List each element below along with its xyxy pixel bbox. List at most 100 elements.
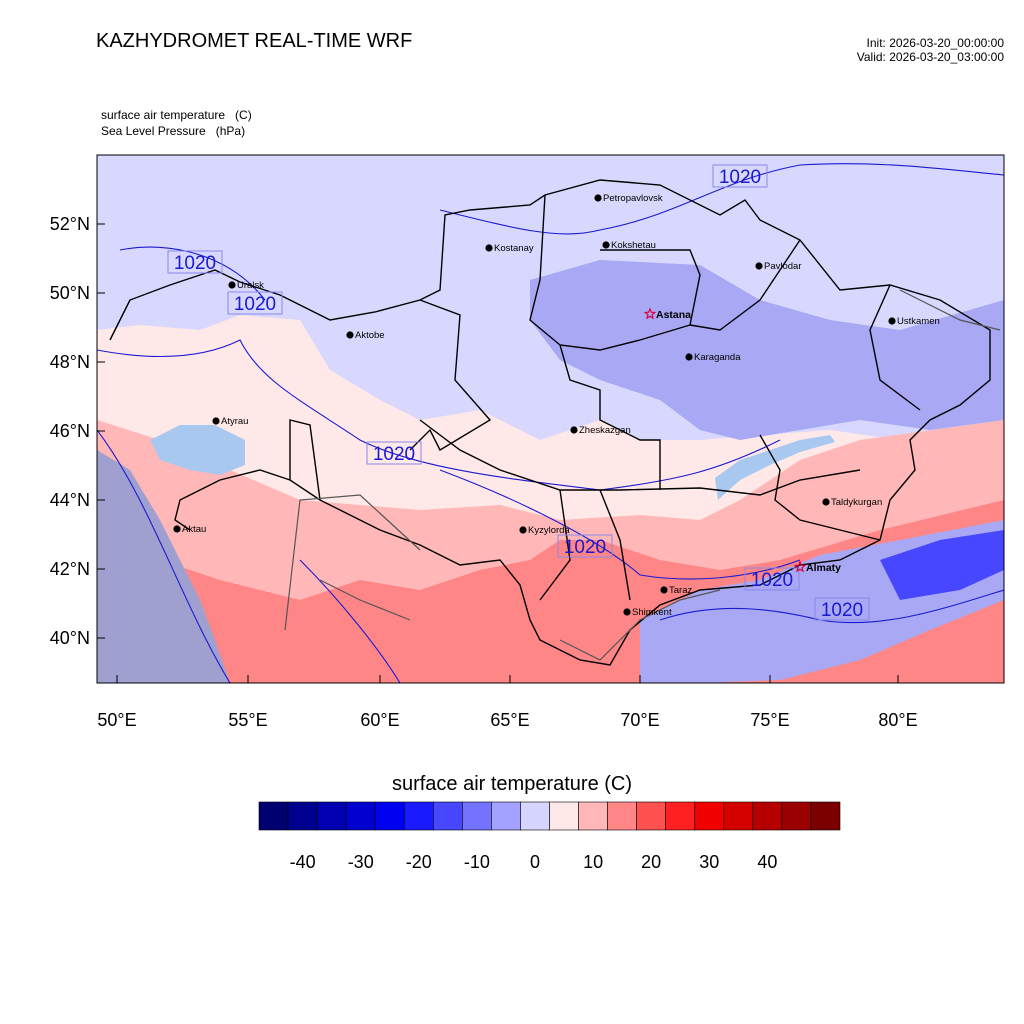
- capital-star-icon: [643, 307, 657, 320]
- city-label: Atyrau: [221, 416, 248, 427]
- neighbor-border: [284, 494, 421, 631]
- colorbar-tick-label: -20: [406, 852, 432, 872]
- isobar-label-box: [366, 441, 422, 465]
- colorbar-swatch: [374, 801, 405, 831]
- city-label: Zheskazgan: [579, 425, 631, 436]
- admin-borders: [109, 179, 991, 666]
- caspian-sea: [97, 450, 230, 683]
- city-dot-icon: [570, 426, 578, 434]
- cold-peaks: [880, 530, 1004, 600]
- colorbar-swatch: [607, 801, 637, 831]
- country-border: [109, 179, 991, 666]
- colorbar-swatch: [723, 801, 754, 831]
- colorbar-tick-labels: -40 -30 -20 -10 0 10 20 30 40: [290, 852, 778, 872]
- lon-label: 60°E: [360, 710, 399, 730]
- valid-time: Valid: 2026-03-20_03:00:00: [856, 50, 1004, 64]
- colorbar-swatch: [752, 801, 783, 831]
- colorbar-swatch: [694, 801, 725, 831]
- colorbar-swatch: [287, 801, 318, 831]
- city-dot-icon: [594, 194, 602, 202]
- lat-label: 46°N: [50, 421, 90, 441]
- latitude-labels: 52°N 50°N 48°N 46°N 44°N 42°N 40°N: [50, 214, 90, 648]
- colorbar-swatch: [578, 801, 608, 831]
- city-label: Aktobe: [355, 330, 385, 341]
- colorbar-swatch: [491, 801, 521, 831]
- capital-star-icon: [793, 560, 807, 573]
- region-border: [759, 434, 881, 541]
- city-label: Taldykurgan: [831, 497, 882, 508]
- city-label: Pavlodar: [764, 261, 802, 272]
- neighbor-border: [899, 289, 1001, 331]
- region-border: [869, 284, 921, 411]
- city-label: Uralsk: [237, 280, 264, 291]
- axis-ticks: [97, 223, 899, 683]
- isobar-label-box: [227, 291, 283, 315]
- city-label: Kyzylorda: [528, 525, 570, 536]
- city-label: Ustkamen: [897, 316, 940, 327]
- region-border: [529, 194, 701, 351]
- isobar-label: 1020: [234, 294, 276, 315]
- run-info: Init: 2026-03-20_00:00:00 Valid: 2026-03…: [857, 36, 1004, 64]
- region-border: [409, 299, 492, 451]
- neighbor-border: [319, 579, 411, 621]
- lon-label: 55°E: [228, 710, 267, 730]
- colorbar-swatch: [345, 801, 376, 831]
- city-label: Almaty: [806, 562, 841, 574]
- city-dot-icon: [660, 586, 668, 594]
- region-border: [689, 239, 801, 331]
- colorbar: [258, 801, 841, 831]
- city-dot-icon: [485, 244, 493, 252]
- city-label: Karaganda: [694, 352, 741, 363]
- primary-field-label: surface air temperature (C): [101, 108, 252, 122]
- region-border: [539, 489, 571, 601]
- city-label: Petropavlovsk: [603, 193, 663, 204]
- colorbar-swatch: [636, 801, 667, 831]
- longitude-labels: 50°E 55°E 60°E 65°E 70°E 75°E 80°E: [97, 710, 917, 730]
- isobar-label-box: [557, 534, 613, 558]
- city-dot-icon: [755, 262, 763, 270]
- region-border: [559, 344, 661, 490]
- region-border: [419, 419, 861, 496]
- isobar-label: 1020: [821, 600, 863, 621]
- plot-frame: [96, 154, 1005, 684]
- city-dot-icon: [623, 608, 631, 616]
- city-dot-icon: [685, 353, 693, 361]
- colorbar-tick-label: 20: [641, 852, 661, 872]
- colorbar-swatch: [810, 801, 841, 831]
- lat-label: 48°N: [50, 352, 90, 372]
- region-border: [599, 489, 631, 601]
- northern-caspian: [150, 425, 245, 475]
- city-dot-icon: [602, 241, 610, 249]
- init-time: Init: 2026-03-20_00:00:00: [866, 36, 1004, 50]
- colorbar-tick-label: 10: [583, 852, 603, 872]
- lon-label: 80°E: [878, 710, 917, 730]
- lon-label: 75°E: [750, 710, 789, 730]
- lat-label: 44°N: [50, 490, 90, 510]
- colorbar-title: surface air temperature (C): [391, 773, 633, 795]
- city-dot-icon: [173, 525, 181, 533]
- isobar-line: [439, 469, 801, 580]
- city-label: Shimkent: [632, 607, 672, 618]
- isobar-line: [97, 429, 231, 683]
- colorbar-swatch: [403, 801, 434, 831]
- colorbar-swatch: [258, 801, 289, 831]
- city-dot-icon: [228, 281, 236, 289]
- isobar-label: 1020: [174, 253, 216, 274]
- city-label: Kokshetau: [611, 240, 656, 251]
- map-title: KAZHYDROMET REAL-TIME WRF: [96, 30, 413, 52]
- colorbar-tick-label: 30: [699, 852, 719, 872]
- lake-balkhash: [715, 435, 835, 500]
- city-dot-icon: [519, 526, 527, 534]
- colorbar-swatch: [549, 801, 579, 831]
- neighbor-borders: [284, 289, 1001, 661]
- colorbar-swatch: [316, 801, 347, 831]
- city-label: Aktau: [182, 524, 206, 535]
- isobar-label: 1020: [719, 167, 761, 188]
- colorbar-tick-label: -30: [348, 852, 374, 872]
- lat-label: 50°N: [50, 283, 90, 303]
- isobar-label-box: [744, 567, 800, 591]
- city-markers: Petropavlovsk Kostanay Kokshetau Pavlodar Ur…: [173, 193, 940, 618]
- city-label: Astana: [656, 309, 691, 321]
- lat-label: 52°N: [50, 214, 90, 234]
